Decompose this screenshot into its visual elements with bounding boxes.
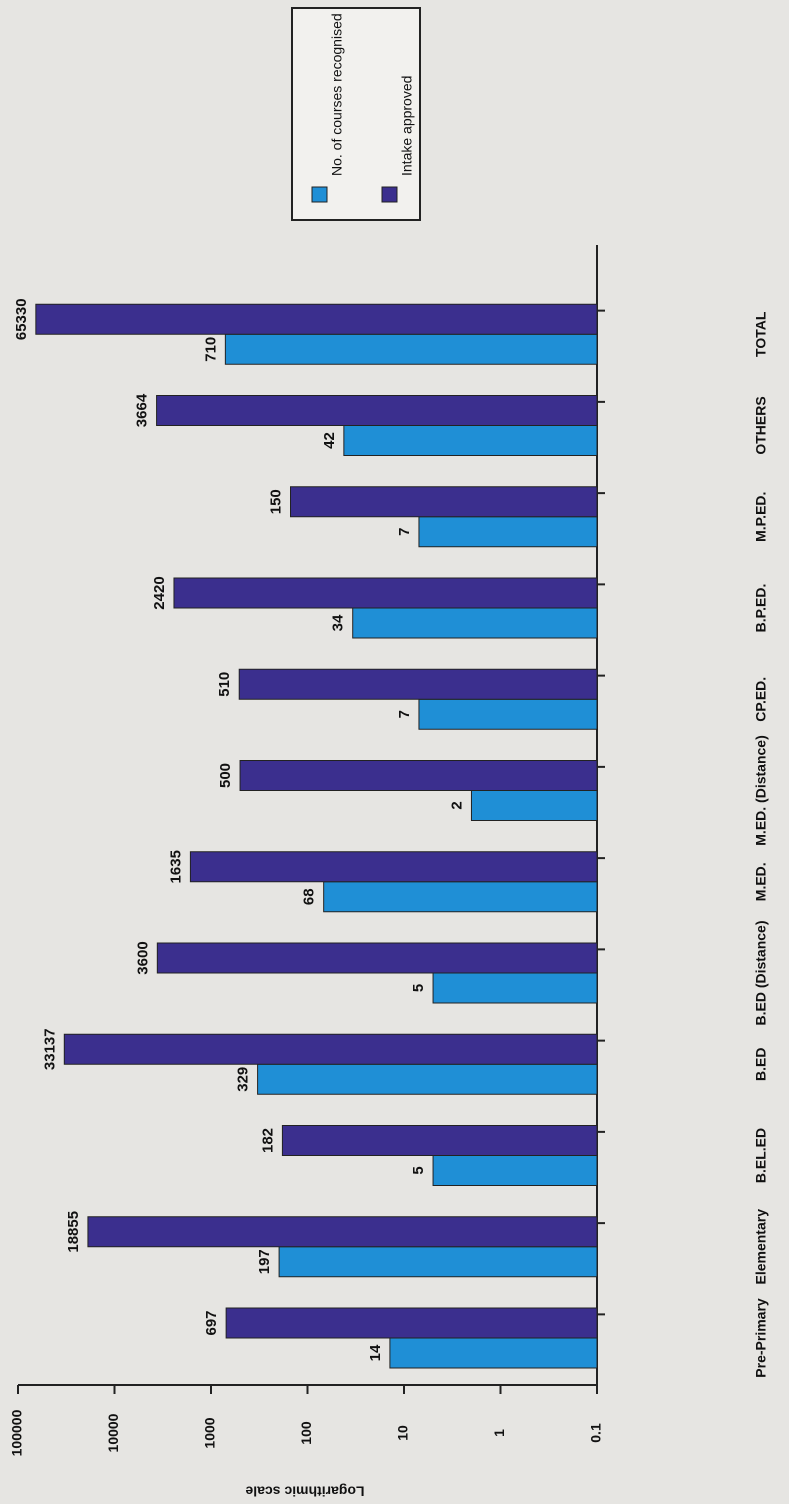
data-label: 3600 <box>134 941 151 974</box>
y-tick-label: 1 <box>491 1429 507 1437</box>
bar <box>238 668 598 700</box>
data-label: 697 <box>203 1310 220 1335</box>
bar <box>418 516 598 548</box>
x-tick-label: M.P.ED. <box>753 492 769 542</box>
bar <box>278 1246 598 1278</box>
data-label: 42 <box>321 432 338 449</box>
y-axis-label: Logarithmic scale <box>245 1483 364 1499</box>
legend-swatch <box>311 186 328 203</box>
data-label: 5 <box>410 984 427 992</box>
bar <box>432 1155 598 1186</box>
bar <box>225 1307 598 1339</box>
data-label: 2 <box>448 801 465 809</box>
data-label: 3664 <box>134 393 151 427</box>
data-label: 33137 <box>41 1028 58 1070</box>
y-tick-label: 1000 <box>202 1417 218 1448</box>
bar <box>290 486 598 518</box>
data-label: 34 <box>330 614 347 631</box>
legend-swatch <box>381 186 398 203</box>
data-label: 182 <box>259 1128 276 1153</box>
bar <box>87 1216 598 1248</box>
bar <box>156 942 598 974</box>
bar <box>35 303 598 335</box>
bar <box>224 333 598 365</box>
bar <box>389 1337 598 1369</box>
bar <box>156 395 598 426</box>
data-label: 68 <box>301 888 318 905</box>
x-tick-label: B.ED (Distance) <box>753 920 769 1025</box>
x-tick-label: M.ED. <box>753 862 769 901</box>
bar <box>63 1033 598 1065</box>
legend-label: No. of courses recognised <box>329 13 345 176</box>
x-tick-label: B.ED <box>753 1048 769 1081</box>
bar <box>281 1125 598 1156</box>
x-tick-label: TOTAL <box>753 311 769 357</box>
bar <box>352 607 598 639</box>
bar <box>257 1063 598 1095</box>
bar <box>432 972 598 1004</box>
x-tick-label: OTHERS <box>753 396 769 454</box>
y-tick-label: 100 <box>298 1421 314 1445</box>
y-tick-label: 100000 <box>9 1409 25 1456</box>
bar <box>189 851 598 883</box>
bar <box>239 760 598 791</box>
bar <box>173 577 598 609</box>
bar <box>418 698 598 730</box>
y-tick-label: 0.1 <box>588 1423 604 1443</box>
bar <box>470 790 598 821</box>
legend-label: Intake approved <box>399 76 415 176</box>
data-label: 500 <box>217 763 234 788</box>
data-label: 18855 <box>65 1211 82 1253</box>
data-label: 14 <box>367 1344 384 1361</box>
x-tick-label: B.EL.ED <box>753 1128 769 1183</box>
x-tick-label: Pre-Primary <box>753 1298 769 1378</box>
x-tick-label: Elementary <box>753 1209 769 1285</box>
data-label: 65330 <box>13 298 30 340</box>
y-tick-label: 10 <box>395 1425 411 1441</box>
data-label: 150 <box>267 489 284 514</box>
data-label: 7 <box>396 710 413 718</box>
data-label: 710 <box>202 337 219 362</box>
data-label: 7 <box>396 528 413 536</box>
data-label: 5 <box>410 1166 427 1174</box>
data-label: 197 <box>256 1249 273 1274</box>
x-tick-label: B.P.ED. <box>753 584 769 633</box>
bar <box>323 881 598 913</box>
data-label: 1635 <box>167 850 184 883</box>
data-label: 510 <box>216 672 233 697</box>
x-tick-label: CP.ED. <box>753 677 769 722</box>
data-label: 329 <box>235 1067 252 1092</box>
bar <box>343 425 598 456</box>
x-tick-label: M.ED. (Distance) <box>753 735 769 845</box>
data-label: 2420 <box>151 576 168 609</box>
legend-box <box>291 7 421 221</box>
y-tick-label: 10000 <box>105 1413 121 1452</box>
